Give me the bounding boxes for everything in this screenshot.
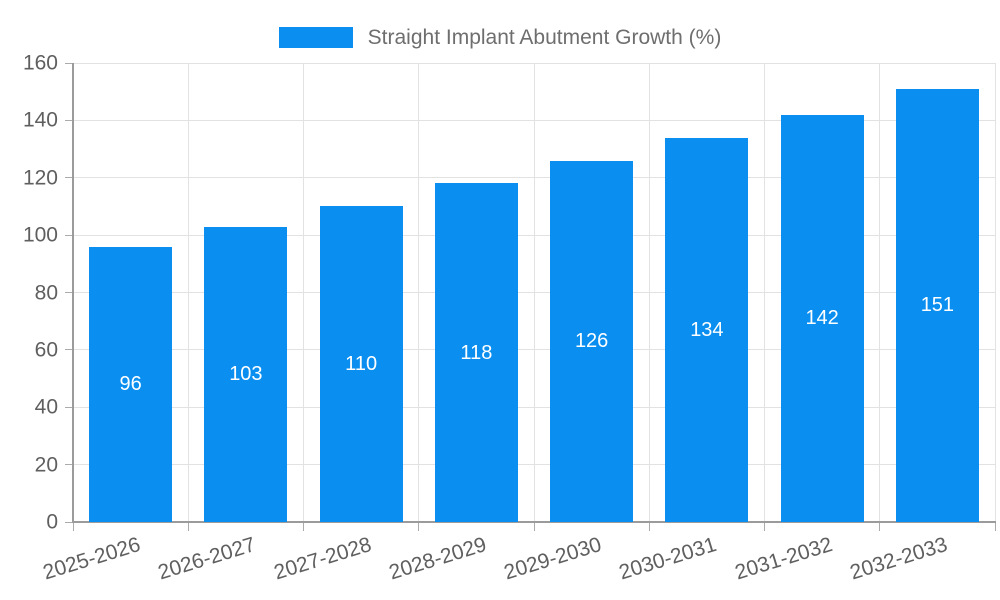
y-axis-tick-label: 80 <box>34 281 58 304</box>
x-gridline <box>303 63 304 522</box>
x-gridline <box>994 63 996 522</box>
x-gridline <box>879 63 881 522</box>
x-tick <box>418 522 420 531</box>
y-axis-tick-label: 140 <box>22 108 58 132</box>
bar[interactable] <box>550 160 634 522</box>
x-axis-label: 2028-2029 <box>386 533 490 585</box>
bar-value-label: 118 <box>460 341 493 364</box>
x-axis-label: 2026-2027 <box>155 533 259 585</box>
x-tick <box>994 522 996 531</box>
x-tick <box>72 522 74 531</box>
y-tick <box>65 292 73 293</box>
x-gridline <box>418 63 420 522</box>
y-axis-tick-label: 40 <box>34 395 58 419</box>
bar[interactable] <box>780 114 864 522</box>
legend-swatch-icon <box>278 27 353 48</box>
y-axis-tick-label: 20 <box>34 453 58 477</box>
bar-value-label: 103 <box>229 363 263 386</box>
bar-value-label: 126 <box>574 330 609 353</box>
y-axis-tick-label: 160 <box>22 51 58 75</box>
x-tick <box>187 522 189 531</box>
y-tick <box>65 406 73 408</box>
y-axis-tick-label: 100 <box>22 223 58 247</box>
bar[interactable] <box>89 246 173 522</box>
legend-item[interactable]: Straight Implant Abutment Growth (%) <box>0 26 1000 49</box>
y-tick <box>65 62 73 64</box>
x-tick <box>303 522 304 531</box>
y-axis-tick-label: 0 <box>46 510 58 534</box>
bar-value-label: 96 <box>119 373 142 396</box>
x-gridline <box>187 63 189 522</box>
bar[interactable] <box>319 206 403 522</box>
x-axis-label: 2025-2026 <box>40 533 144 585</box>
legend-label: Straight Implant Abutment Growth (%) <box>367 25 722 49</box>
x-tick <box>533 522 535 531</box>
bar[interactable] <box>204 226 288 522</box>
y-tick <box>65 464 73 466</box>
y-tick <box>65 234 73 236</box>
x-gridline <box>533 63 535 522</box>
bar-value-label: 142 <box>805 307 839 330</box>
y-tick <box>65 177 73 179</box>
bar-value-label: 134 <box>690 318 724 341</box>
x-axis-label: 2027-2028 <box>271 533 374 585</box>
y-axis-tick-label: 60 <box>34 338 58 362</box>
x-gridline <box>764 63 765 522</box>
x-axis-line <box>72 521 996 523</box>
y-tick <box>65 119 73 121</box>
x-tick <box>764 522 765 531</box>
bar-value-label: 110 <box>345 353 378 376</box>
bar-value-label: 151 <box>920 294 955 317</box>
x-axis-label: 2029-2030 <box>501 533 605 585</box>
x-axis-label: 2030-2031 <box>616 533 720 585</box>
bar[interactable] <box>665 137 749 522</box>
bar[interactable] <box>895 88 979 522</box>
x-axis-label: 2032-2033 <box>847 533 951 585</box>
x-tick <box>648 522 650 531</box>
bar[interactable] <box>434 183 518 522</box>
x-axis-label: 2031-2032 <box>732 533 835 585</box>
x-gridline <box>648 63 650 522</box>
y-tick <box>65 349 73 351</box>
y-axis-line <box>72 63 74 522</box>
x-tick <box>879 522 881 531</box>
y-tick <box>65 521 73 523</box>
y-axis-tick-label: 120 <box>22 166 58 190</box>
